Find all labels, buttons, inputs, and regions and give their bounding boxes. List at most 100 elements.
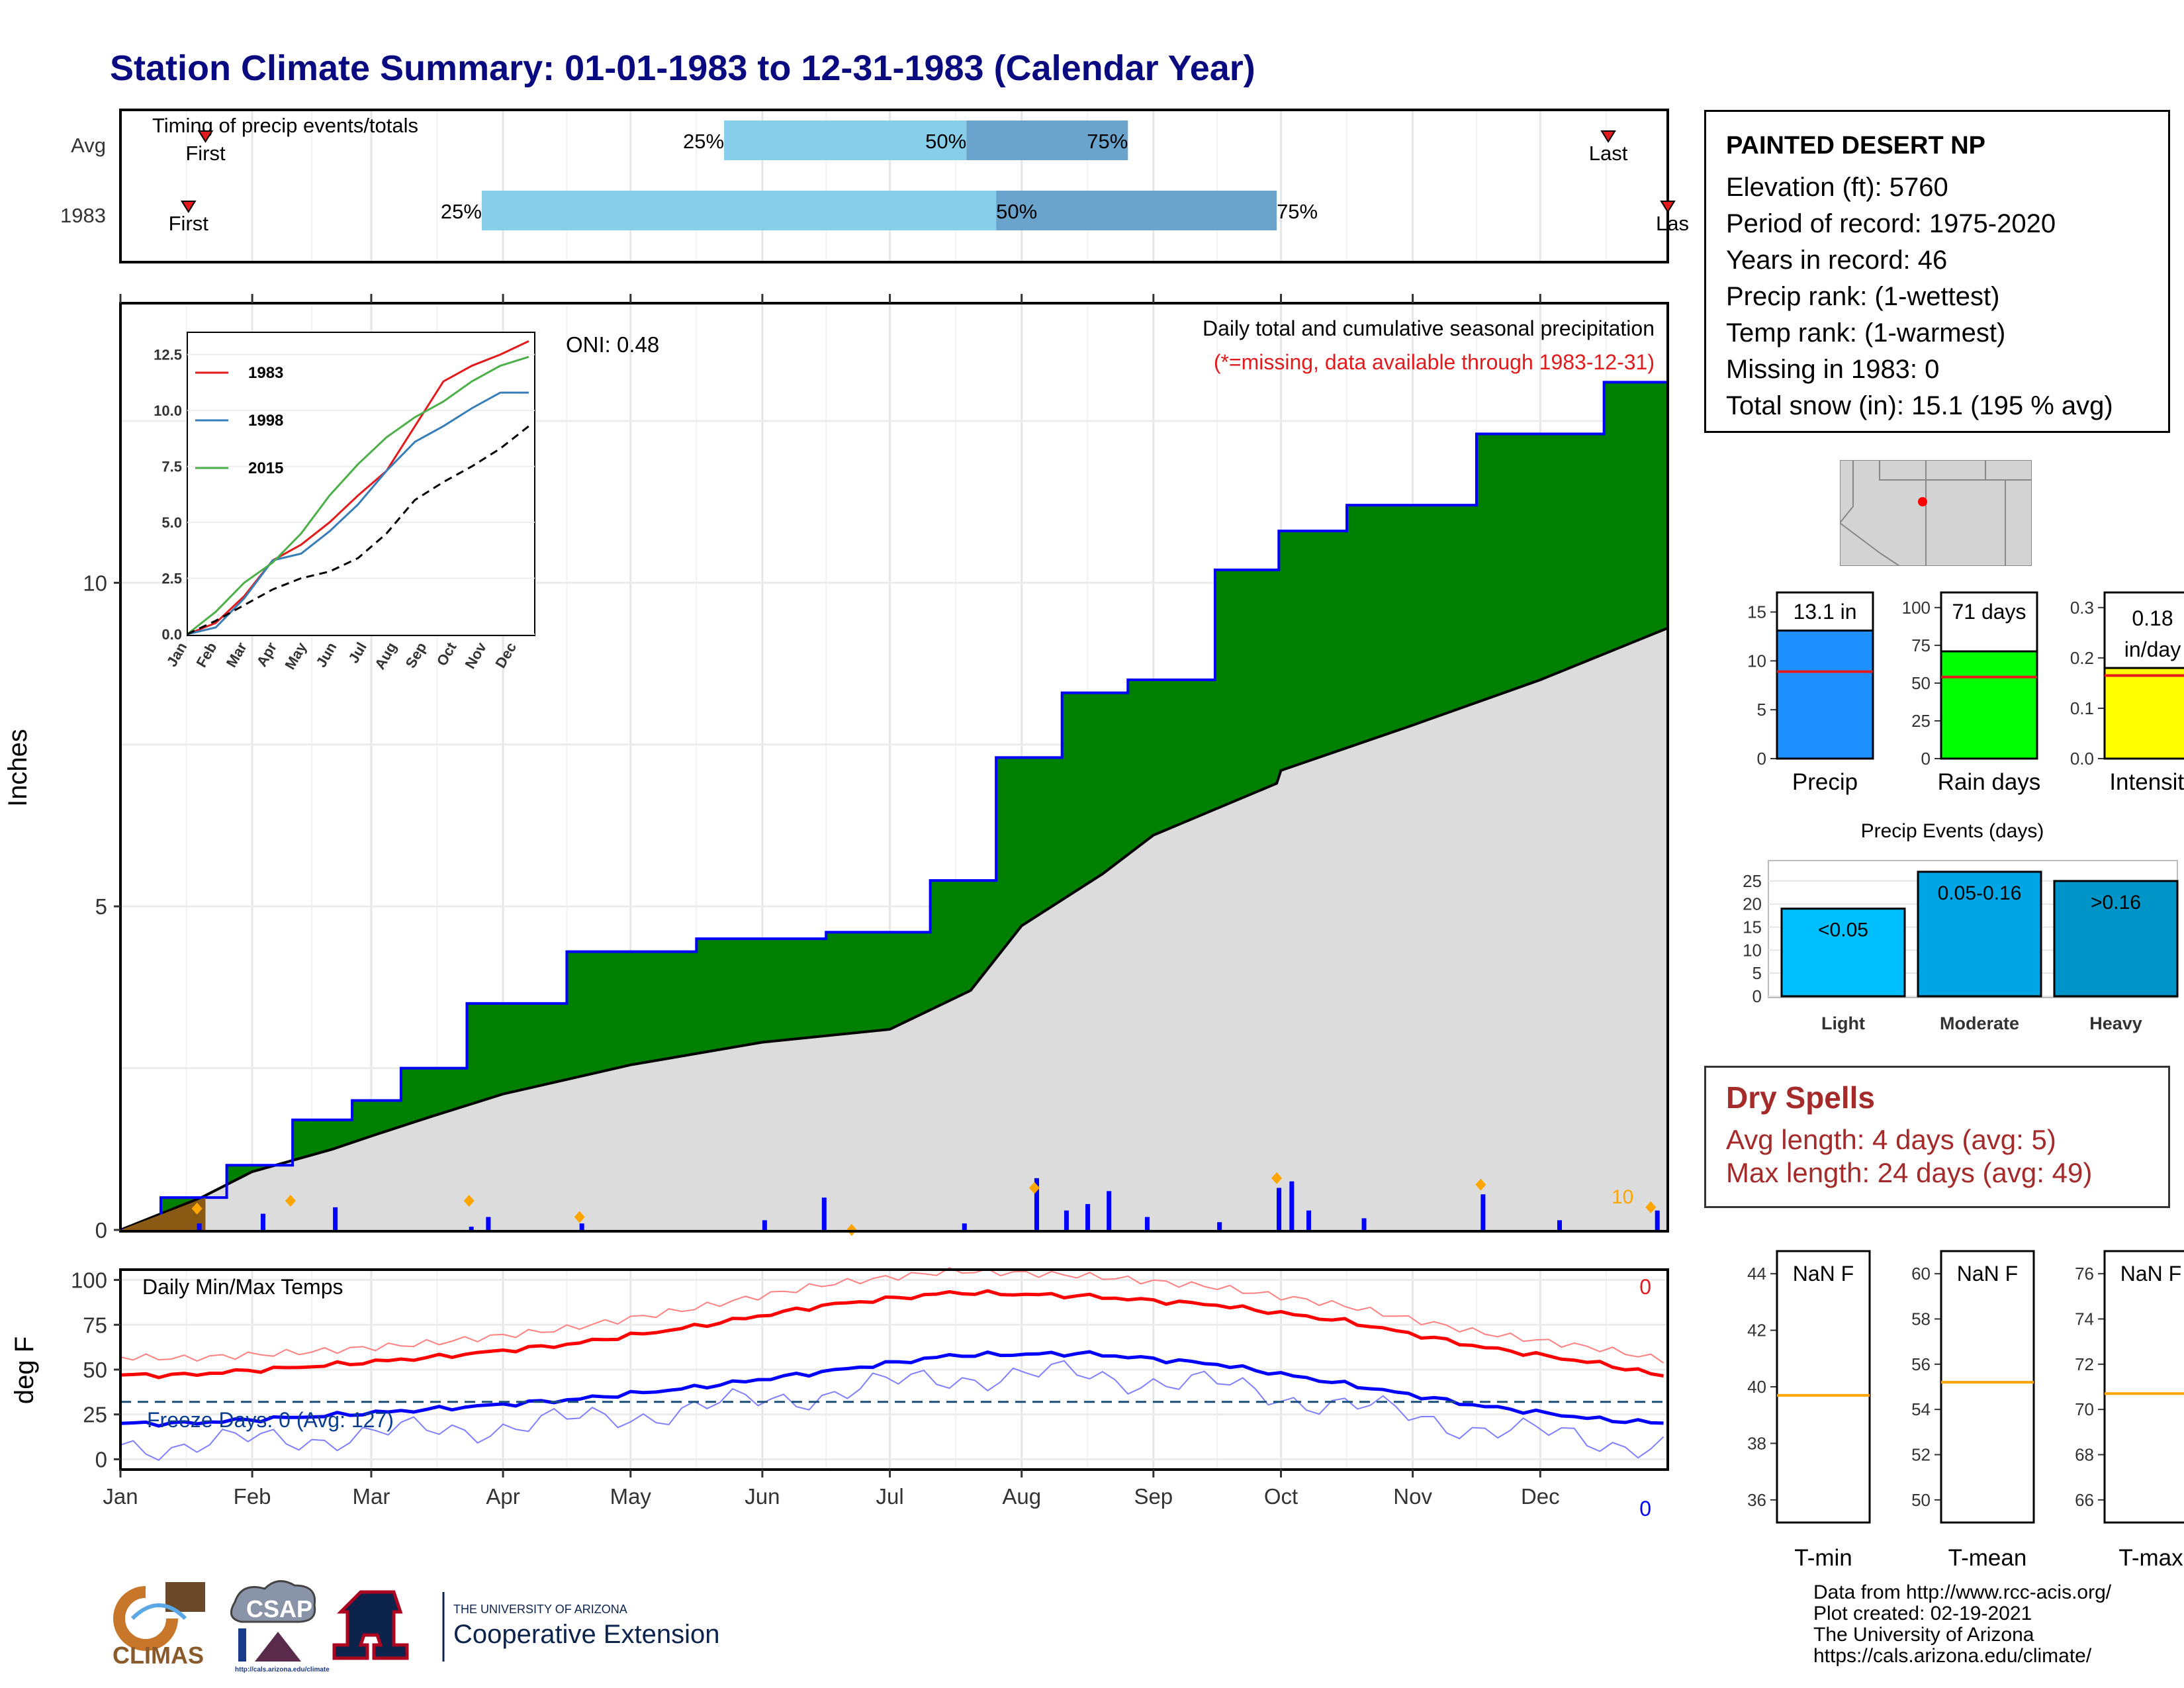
credit-univ: The University of Arizona <box>1813 1624 2034 1646</box>
snow-marker <box>1028 1182 1040 1194</box>
inset-average-line <box>187 425 529 635</box>
early-season-wedge <box>120 1197 206 1230</box>
timing-q2-bar <box>996 191 1277 230</box>
y-tick-label: 0.0 <box>2070 749 2094 769</box>
pct-50-label: 50% <box>996 200 1037 223</box>
last-label: Las <box>1656 212 1689 235</box>
y-tick-label: 36 <box>1747 1490 1766 1510</box>
temps-ylabel: deg F <box>10 1336 39 1404</box>
ua-small-text: THE UNIVERSITY OF ARIZONA <box>453 1603 627 1616</box>
temp-box-label: T-max <box>2118 1545 2183 1571</box>
daily-precip-bar <box>1064 1210 1069 1230</box>
temp-box-frame <box>2103 1250 2184 1524</box>
month-label: Jan <box>103 1484 138 1509</box>
y-tick-label: 75 <box>1911 635 1931 655</box>
coop-text: Cooperative Extension <box>453 1620 719 1649</box>
inset-series-line <box>187 355 529 635</box>
daily-precip-bar <box>1217 1222 1222 1230</box>
month-label: Jul <box>876 1484 903 1509</box>
events-category: Moderate <box>1940 1013 2019 1033</box>
inset-y-label: 5.0 <box>161 514 182 531</box>
precip-chart: 0 5 10 Inches Daily total and cumulative s… <box>3 294 1669 1243</box>
timing-q2-bar <box>966 120 1128 160</box>
inset-y-label: 7.5 <box>161 459 182 475</box>
tmin-count: 0 <box>1639 1497 1651 1521</box>
dry-spells-max: Max length: 24 days (avg: 49) <box>1726 1157 2093 1188</box>
snow-marker <box>1475 1178 1486 1191</box>
station-snow: Total snow (in): 15.1 (195 % avg) <box>1726 391 2113 420</box>
snow-marker <box>574 1211 585 1223</box>
month-label: Dec <box>1521 1484 1560 1509</box>
inset-legend-label: 1983 <box>248 364 283 382</box>
y-tick-label: 0 <box>1921 749 1931 769</box>
y-tick-label: 5 <box>1757 700 1766 720</box>
cumulative-observed-line <box>120 381 1668 1231</box>
month-label: Nov <box>1393 1484 1432 1509</box>
credit-url: https://cals.arizona.edu/climate/ <box>1813 1645 2092 1667</box>
y-tick-label: 70 <box>2075 1399 2094 1419</box>
events-category: Light <box>1821 1013 1865 1033</box>
avg-max-line <box>120 1289 1664 1380</box>
events-bar <box>1917 870 2042 998</box>
y-tick-label: 74 <box>2075 1309 2094 1329</box>
y-tick-label: 68 <box>2075 1445 2094 1465</box>
inset-legend-label: 2015 <box>248 459 283 477</box>
first-marker <box>197 130 214 143</box>
daily-precip-bar <box>1144 1217 1150 1230</box>
daily-precip-bar <box>1289 1181 1295 1230</box>
temps-label: Daily Min/Max Temps <box>142 1275 343 1299</box>
summary-label: Precip <box>1792 769 1858 795</box>
month-label: May <box>610 1484 652 1509</box>
summary-value: 0.18 <box>2132 606 2173 630</box>
temp-box-value: NaN F <box>1793 1262 1854 1286</box>
y-tick-label: 58 <box>1911 1309 1931 1329</box>
y-tick-label: 25 <box>83 1403 107 1427</box>
inset-legend-label: 1998 <box>248 412 283 430</box>
timing-label: Timing of precip events/totals <box>152 114 418 137</box>
y-tick-label: 25 <box>1743 871 1762 891</box>
daily-precip-bar <box>197 1223 202 1230</box>
month-label: Oct <box>1264 1484 1298 1509</box>
timing-row-year: 1983 <box>60 204 106 227</box>
page-title: Station Climate Summary: 01-01-1983 to 1… <box>110 48 1255 88</box>
daily-precip-bar <box>579 1223 584 1230</box>
temp-summary: 36 38 40 42 44 NaN F T-min 50 52 54 56 58 60 NaN F T-m… <box>1747 1250 2184 1571</box>
summary-label: Rain days <box>1938 769 2041 795</box>
daily-precip-bar <box>1277 1188 1282 1230</box>
inset-x-label: Mar <box>223 639 250 671</box>
csap-logo: CSAP http://cals.arizona.edu/climate <box>230 1580 330 1673</box>
temp-box-value: NaN F <box>2120 1262 2181 1286</box>
summary-bar <box>2103 667 2184 760</box>
timing-q1-bar <box>481 191 997 230</box>
snow-marker <box>285 1195 296 1207</box>
inset-x-label: Nov <box>461 639 490 671</box>
cumulative-average-area <box>120 628 1668 1230</box>
temp-box-label: T-mean <box>1948 1545 2027 1571</box>
y-tick-label: 75 <box>83 1313 107 1337</box>
summary-bar <box>1940 650 2038 760</box>
timing-frame <box>119 109 1669 263</box>
summary-bars: 0 5 10 15 13.1 in Precip 0 25 50 75 100 71 days Rain… <box>1747 591 2184 795</box>
y-tick-label: 20 <box>1743 894 1762 914</box>
y-tick-label: 50 <box>1911 673 1931 693</box>
y-tick-label: 50 <box>1911 1490 1931 1510</box>
daily-precip-bar <box>1655 1210 1660 1230</box>
station-period: Period of record: 1975-2020 <box>1726 209 2056 238</box>
inset-x-label: Apr <box>253 639 281 670</box>
daily-precip-bar <box>333 1207 338 1230</box>
y-tick-label: 54 <box>1911 1399 1931 1419</box>
y-tick-label: 15 <box>1743 917 1762 937</box>
precip-ylabel: Inches <box>3 729 32 807</box>
csap-text: CSAP <box>246 1595 312 1622</box>
first-label: First <box>185 142 226 165</box>
precip-events-chart: Precip Events (days) 0 5 10 15 20 25 <0.05 Ligh… <box>1743 820 2179 1033</box>
y-tick-label: 38 <box>1747 1433 1766 1453</box>
summary-unit: in/day <box>2124 637 2181 661</box>
month-label: Sep <box>1134 1484 1173 1509</box>
daily-precip-bar <box>821 1197 827 1230</box>
snow-marker <box>191 1202 203 1215</box>
inset-y-label: 2.5 <box>161 571 182 587</box>
temps-chart: 0 25 50 75 100 deg F Daily Min/Max Temps Fre… <box>10 1267 1669 1521</box>
summary-value: 13.1 in <box>1793 600 1856 624</box>
y-tick-label: 5 <box>1752 963 1762 983</box>
